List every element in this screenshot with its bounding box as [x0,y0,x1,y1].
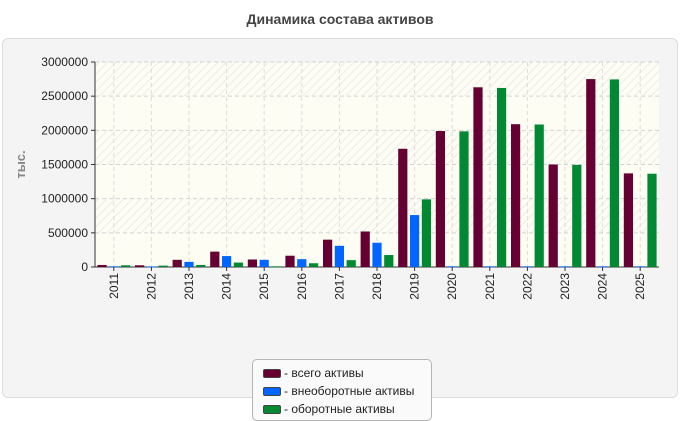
bar-2014-series-1 [210,251,220,267]
x-tick-label: 2023 [558,273,572,300]
bar-2018-series-3 [384,255,394,267]
y-tick-label: 1500000 [41,158,88,172]
bar-2017-series-2 [334,245,344,267]
x-tick-label: 2012 [144,273,158,300]
x-tick-label: 2024 [596,273,610,300]
bar-2012-series-1 [135,265,145,267]
bar-2023-series-3 [572,164,582,267]
bar-2015-series-2 [259,259,269,267]
legend-swatch [263,368,281,378]
x-tick-label: 2025 [633,273,647,300]
x-tick-label: 2022 [520,273,534,300]
bar-2011-series-3 [121,265,131,267]
x-tick-label: 2018 [370,273,384,300]
bar-2011-series-2 [109,266,119,268]
y-tick-label: 2500000 [41,89,88,103]
bar-2019-series-3 [421,199,431,267]
chart-panel: 0 500000 1000000 1500000 2000000 2500000 30000… [2,38,678,421]
bar-2018-series-1 [360,231,370,267]
bar-2021-series-1 [473,87,483,268]
bar-2022-series-2 [522,266,532,268]
legend-swatch [263,386,281,396]
chart-window: Динамика состава активов 0 500000 1000000 1… [2,11,678,421]
y-axis-label: тыс. [13,150,28,178]
bar-2016-series-3 [309,263,319,267]
legend: - всего активы - внеоборотные активы - обо… [252,359,432,421]
bar-2013-series-3 [196,264,206,267]
bar-2024-series-1 [586,79,596,267]
y-tick-label: 500000 [48,226,88,240]
x-tick-label: 2013 [182,273,196,300]
legend-item: - внеоборотные активы [263,382,431,400]
bar-2020-series-3 [459,131,469,267]
y-tick-label: 3000000 [41,55,88,69]
legend-label: - всего активы [284,366,364,380]
chart-svg: 0 500000 1000000 1500000 2000000 2500000 30000… [13,55,659,300]
bar-2025-series-2 [635,266,645,268]
bar-2023-series-1 [548,164,558,267]
bar-2015-series-3 [271,266,281,268]
x-tick-label: 2020 [445,273,459,300]
x-tick-label: 2021 [483,273,497,300]
x-tick-label: 2019 [408,273,422,300]
x-tick-label: 2015 [257,273,271,300]
bar-2013-series-1 [172,259,182,267]
bar-2023-series-2 [560,266,570,268]
legend-item: - всего активы [263,364,431,382]
bar-2017-series-1 [323,239,333,267]
bar-2014-series-3 [233,262,243,267]
chart-title: Динамика состава активов [246,11,434,27]
bar-2022-series-3 [534,124,544,268]
legend-label: - внеоборотные активы [284,384,415,398]
y-tick-label: 1000000 [41,192,88,206]
legend-label: - оборотные активы [284,402,395,416]
legend-item: - оборотные активы [263,400,431,418]
bar-2013-series-2 [184,261,194,267]
bar-2014-series-2 [222,256,232,267]
x-tick-label: 2016 [295,273,309,300]
x-tick-label: 2017 [332,273,346,300]
bar-2018-series-2 [372,242,382,267]
bar-2024-series-2 [598,266,608,268]
bar-2025-series-1 [623,173,633,267]
bar-2011-series-1 [97,264,107,267]
bar-2021-series-3 [497,87,507,267]
bar-2019-series-1 [398,148,408,267]
legend-swatch [263,404,281,414]
bar-2022-series-1 [511,124,521,267]
y-tick-label: 2000000 [41,123,88,137]
x-tick-label: 2011 [107,273,121,299]
bar-2024-series-3 [609,79,619,267]
bar-2012-series-3 [158,265,168,267]
bar-2012-series-2 [146,266,156,268]
y-tick-label: 0 [81,260,88,274]
bar-2017-series-3 [346,260,356,267]
bar-2025-series-3 [647,173,657,267]
bar-2019-series-2 [410,215,420,267]
bar-2021-series-2 [485,266,495,268]
bar-2015-series-1 [247,259,257,267]
bar-2020-series-2 [447,266,457,268]
bar-2016-series-2 [297,259,307,267]
bar-2016-series-1 [285,255,295,267]
bar-2020-series-1 [435,131,445,267]
x-tick-label: 2014 [220,273,234,300]
